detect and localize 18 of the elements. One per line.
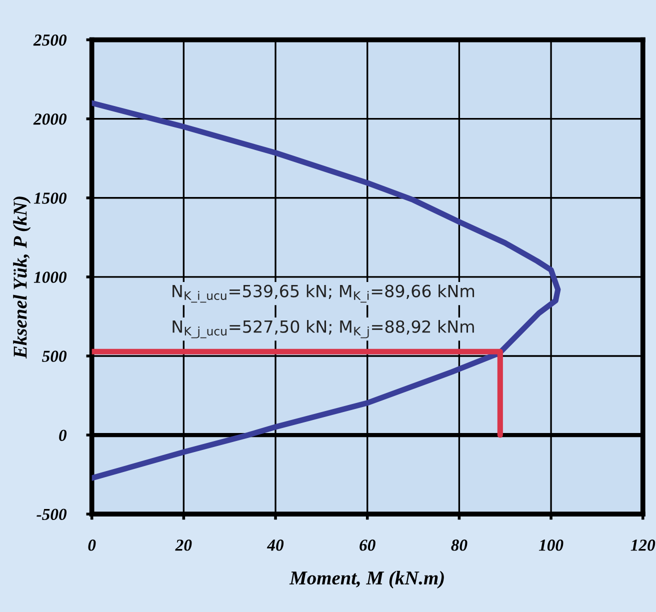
x-tick-label: 80 xyxy=(451,540,468,551)
y-tick-label: 1000 xyxy=(34,272,67,283)
y-tick-label: 1500 xyxy=(34,192,67,204)
x-tick-label: 0 xyxy=(88,540,96,551)
annotation: N$_{K_i_ucu}$=539,65 kN; M$_{K_i}$=89,66 kNm xyxy=(172,284,474,303)
y-tick-label: 2000 xyxy=(33,114,67,125)
y-tick-label: 500 xyxy=(42,350,67,362)
y-tick-label: 0 xyxy=(59,430,67,441)
x-tick-label: 40 xyxy=(266,540,284,551)
x-tick-label: 20 xyxy=(175,540,192,551)
x-tick-label: 100 xyxy=(538,540,564,551)
y-tick-label: 2500 xyxy=(33,34,67,46)
annotation: N$_{K_j_ucu}$=527,50 kN; M$_{K_j}$=88,92 kNm xyxy=(172,320,474,338)
x-tick-label: 120 xyxy=(630,540,656,551)
y-tick-label: -500 xyxy=(36,508,67,520)
x-axis-title: Moment, M (kN.m) xyxy=(289,570,444,588)
x-tick-label: 60 xyxy=(360,540,376,551)
y-axis-title: Eksenel Yük, P (kN) xyxy=(13,196,31,359)
